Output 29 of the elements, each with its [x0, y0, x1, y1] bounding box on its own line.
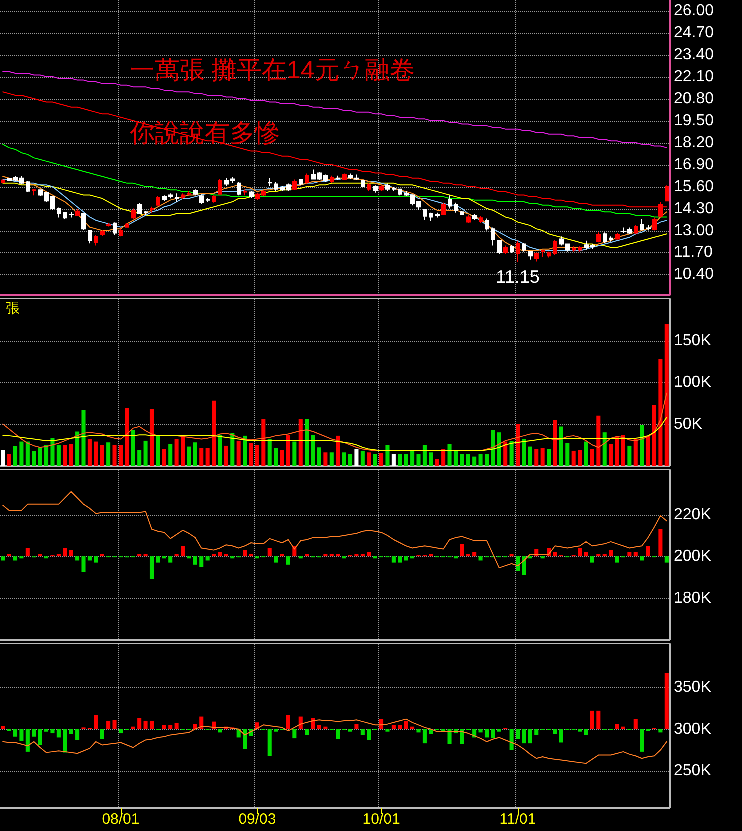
y-tick-label: 350K: [674, 679, 712, 696]
x-tick-label: 11/01: [500, 811, 536, 828]
y-tick-label: 180K: [674, 590, 712, 607]
y-tick-label: 250K: [674, 762, 712, 780]
y-tick-label: 18.20: [674, 134, 714, 152]
x-tick-label: 08/01: [102, 811, 140, 828]
y-tick-label: 23.40: [674, 46, 714, 64]
y-tick-label: 13.00: [674, 222, 714, 240]
y-tick-label: 19.50: [674, 112, 714, 130]
annotation: 11.15: [496, 267, 540, 288]
y-tick-label: 15.60: [674, 178, 714, 196]
annotation: 一萬張 攤平在14元ㄅ融卷: [130, 56, 415, 84]
y-tick-label: 22.10: [674, 68, 714, 86]
x-tick-label: 09/03: [238, 811, 276, 828]
y-tick-label: 14.30: [674, 200, 714, 218]
y-axis-title: 張: [6, 300, 20, 316]
y-tick-label: 50K: [674, 416, 703, 433]
x-tick-label: 10/01: [362, 811, 400, 828]
y-tick-label: 24.70: [674, 24, 714, 42]
y-tick-label: 150K: [674, 332, 712, 350]
y-tick-label: 300K: [674, 720, 712, 738]
y-tick-label: 200K: [674, 548, 712, 566]
y-tick-label: 16.90: [674, 156, 714, 174]
y-tick-label: 20.80: [674, 90, 714, 108]
y-tick-label: 26.00: [674, 2, 714, 20]
y-tick-label: 220K: [674, 506, 712, 524]
y-tick-label: 11.70: [674, 244, 713, 262]
y-tick-label: 10.40: [674, 266, 714, 284]
y-tick-label: 100K: [674, 374, 712, 391]
